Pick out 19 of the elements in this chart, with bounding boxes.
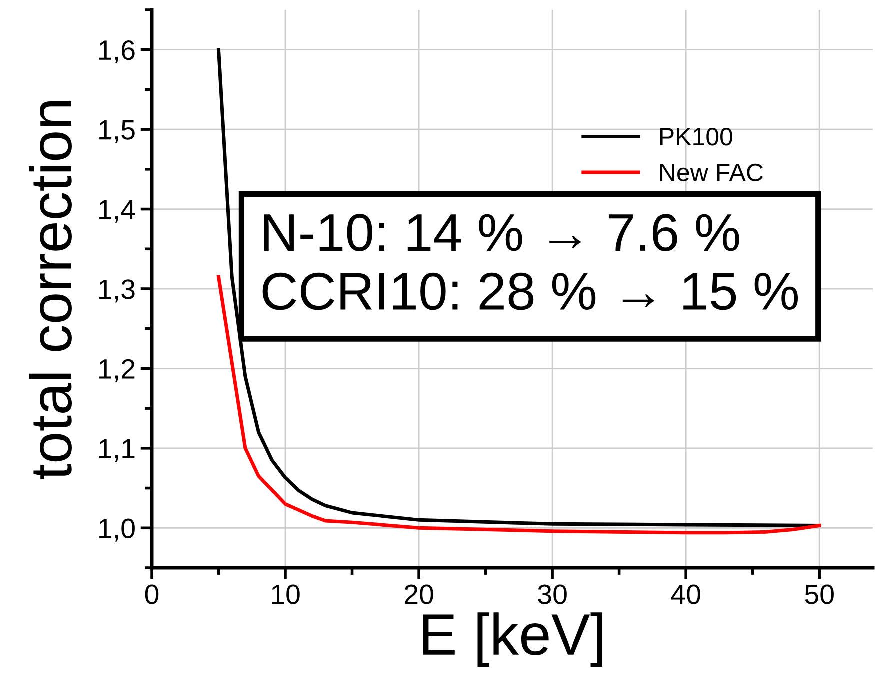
y-tick-label: 1,0	[100, 518, 135, 542]
x-tick-label: 40	[671, 584, 700, 604]
x-tick-label: 0	[145, 584, 159, 604]
legend-label: PK100	[660, 128, 732, 146]
y-tick-label: 1,6	[100, 40, 135, 64]
x-tick-label: 50	[805, 584, 834, 604]
annotation: N-10: 14 % → 7.6 % CCRI10: 28 % → 15 %	[262, 214, 798, 310]
x-axis-title: E [keV]	[423, 612, 602, 668]
x-tick-label: 30	[538, 584, 567, 604]
y-tick-label: 1,5	[100, 120, 135, 144]
y-tick-label: 1,2	[100, 359, 135, 382]
y-tick-label: 1,3	[100, 280, 135, 303]
x-tick-label: 20	[404, 584, 434, 604]
legend-label: New FAC	[660, 164, 764, 182]
line-series	[217, 48, 822, 528]
x-tick-label: 10	[272, 584, 300, 604]
y-tick-label: 1,1	[100, 439, 135, 462]
y-axis-title: total correction	[29, 101, 72, 480]
y-tick-label: 1,4	[100, 200, 136, 223]
